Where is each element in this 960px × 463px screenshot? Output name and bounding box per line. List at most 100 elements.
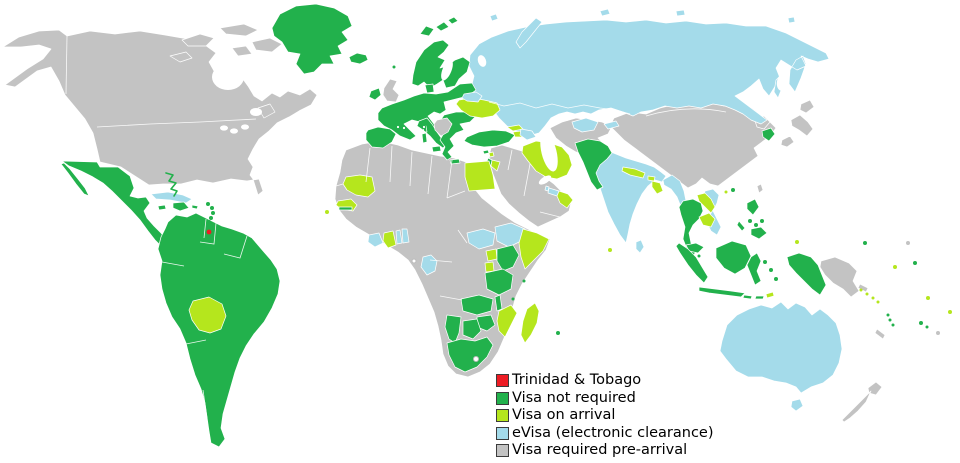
- sea-of-okhotsk: [776, 73, 790, 91]
- moluccas-dot: [763, 260, 767, 264]
- borders-sahara: [335, 145, 466, 199]
- solomon-dot: [871, 296, 875, 300]
- region-cyprus: [482, 149, 490, 155]
- hong-kong-dot: [731, 188, 735, 192]
- great-lake-3: [241, 124, 249, 130]
- region-laos: [696, 192, 716, 214]
- region-borneo: [715, 240, 752, 275]
- legend: Trinidad & Tobago Visa not required Visa…: [496, 372, 714, 460]
- border-us-canada: [96, 118, 257, 128]
- antilles-dot: [207, 220, 211, 224]
- vanuatu-dot: [886, 313, 890, 317]
- pacific-green-dot: [863, 241, 867, 245]
- legend-label: Trinidad & Tobago: [512, 372, 642, 388]
- pacific-gray-dot: [936, 331, 940, 335]
- region-madagascar: [520, 302, 540, 344]
- caspian-sea: [540, 132, 558, 172]
- region-kyrgyzstan: [603, 120, 620, 130]
- region-kenya: [496, 244, 520, 272]
- legend-swatch-evisa: [496, 426, 509, 440]
- comoros-dot: [511, 297, 515, 301]
- region-zambia: [460, 294, 494, 316]
- region-georgia: [506, 124, 524, 132]
- region-bhutan: [647, 175, 656, 182]
- region-nepal: [621, 166, 646, 179]
- legend-item-visa-required: Visa required pre-arrival: [496, 442, 714, 460]
- hudson-bay: [212, 64, 244, 90]
- faroe-dot: [392, 65, 396, 69]
- pacific-voa-dot: [893, 265, 897, 269]
- microstate-ring: [395, 124, 401, 130]
- moluccas-dot: [769, 268, 773, 272]
- antilles-dot: [206, 202, 210, 206]
- region-caribbean-islands: [157, 201, 199, 212]
- region-balkans-west: [433, 117, 453, 137]
- cape-verde-dot: [325, 210, 329, 214]
- legend-label: Visa required pre-arrival: [512, 442, 688, 458]
- region-bangladesh: [651, 180, 664, 195]
- region-rwanda-burundi: [484, 261, 495, 273]
- region-qatar: [544, 185, 550, 192]
- region-west-papua: [786, 252, 827, 296]
- region-taiwan: [756, 183, 764, 194]
- legend-item-visa-on-arrival: Visa on arrival: [496, 407, 714, 425]
- legend-label: Visa on arrival: [512, 407, 616, 423]
- antilles-dot: [209, 225, 213, 229]
- region-ghana: [382, 230, 397, 249]
- persian-gulf: [538, 175, 552, 185]
- region-iceland: [348, 52, 369, 65]
- vanuatu-dot: [888, 318, 892, 322]
- microstate-ring: [421, 124, 427, 130]
- region-new-zealand: [841, 381, 883, 423]
- region-ireland: [368, 87, 382, 101]
- region-somalia: [518, 228, 550, 270]
- region-greenland: [271, 3, 353, 75]
- microstate-ring: [401, 125, 407, 131]
- region-java: [698, 286, 746, 298]
- moluccas-dot: [774, 277, 778, 281]
- region-south-sudan: [466, 228, 496, 250]
- legend-label: eVisa (electronic clearance): [512, 424, 714, 441]
- antilles-dot: [210, 206, 214, 210]
- borders-central-africa: [429, 229, 468, 301]
- region-turkey: [463, 129, 516, 148]
- region-south-africa: [446, 336, 494, 373]
- region-philippines: [736, 198, 768, 240]
- region-egypt: [464, 160, 496, 192]
- region-papua-new-guinea: [819, 256, 869, 298]
- legend-item-trinidad: Trinidad & Tobago: [496, 372, 714, 390]
- region-belarus: [461, 91, 483, 103]
- region-mozambique: [496, 304, 518, 338]
- region-pakistan: [574, 138, 613, 191]
- region-svalbard: [419, 16, 459, 37]
- solomon-dot: [876, 300, 880, 304]
- maldives-dot: [608, 248, 612, 252]
- region-oman: [556, 190, 574, 209]
- border-alaska: [65, 35, 68, 95]
- region-ivory-coast: [367, 232, 384, 248]
- legend-swatch-visa-required: [496, 444, 509, 458]
- borders-south-america: [161, 218, 248, 419]
- great-lake-1: [220, 125, 228, 131]
- region-botswana: [462, 318, 482, 340]
- legend-swatch-voa: [496, 409, 509, 423]
- region-bolivia: [188, 296, 227, 334]
- singapore-dot: [697, 254, 701, 258]
- lesotho-ring: [473, 356, 479, 362]
- region-uzbekistan: [571, 117, 599, 133]
- region-australia: [719, 301, 843, 394]
- legend-item-visa-not-required: Visa not required: [496, 390, 714, 408]
- solomon-dot: [865, 292, 869, 296]
- region-arctic-russia-islands: [489, 8, 796, 49]
- macau-dot: [724, 190, 728, 194]
- region-bahamas: [165, 172, 178, 197]
- sao-tome-ring: [411, 258, 417, 264]
- region-uganda: [485, 248, 498, 262]
- region-india: [592, 149, 667, 244]
- legend-item-evisa: eVisa (electronic clearance): [496, 425, 714, 443]
- region-tasmania: [790, 398, 804, 412]
- border-mongolia: [645, 108, 727, 117]
- antilles-dot: [209, 216, 213, 220]
